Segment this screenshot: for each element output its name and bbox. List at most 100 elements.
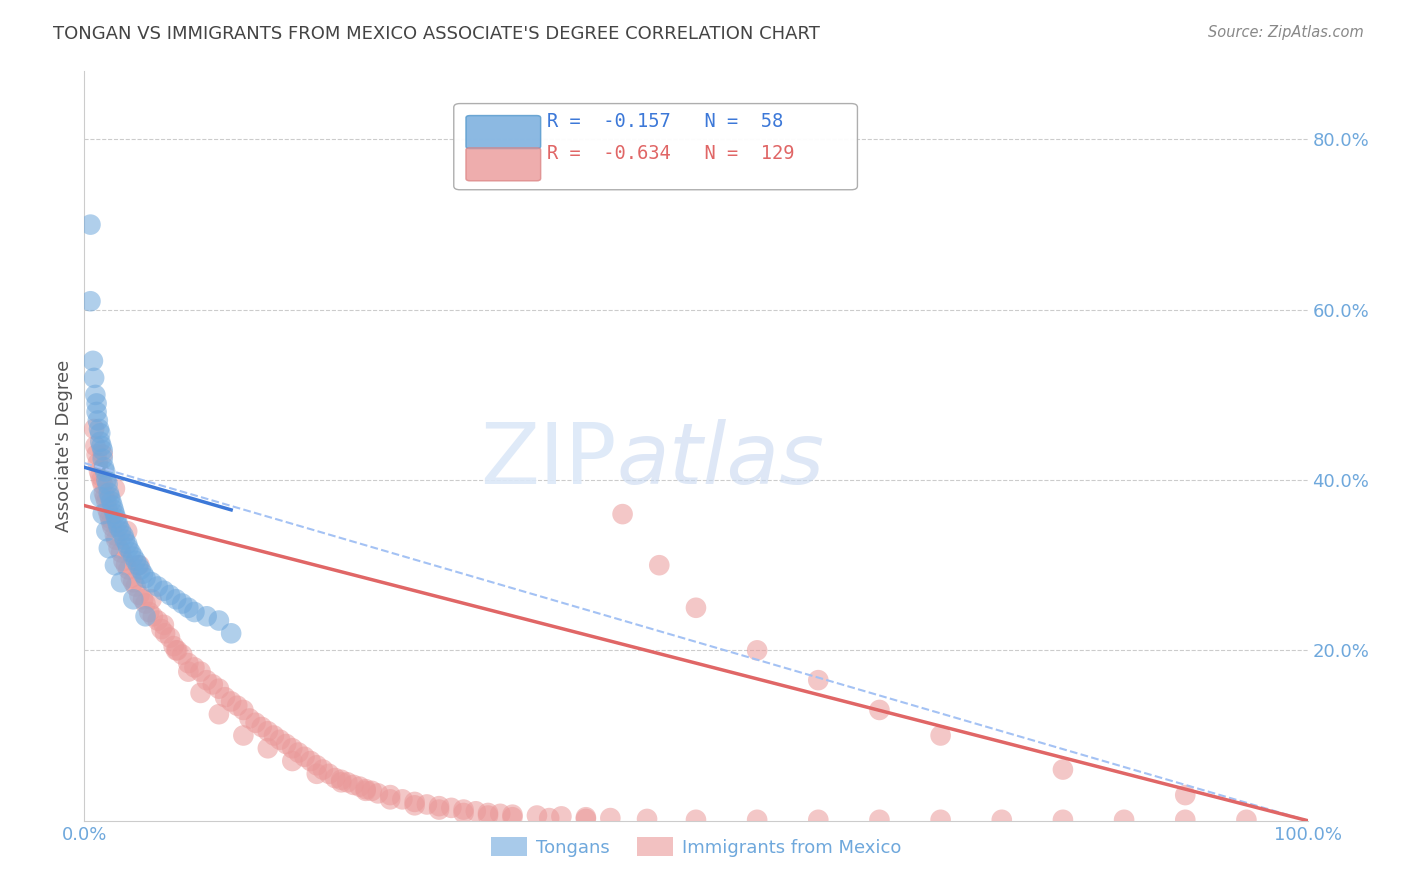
Point bbox=[1174, 788, 1197, 802]
Point bbox=[464, 805, 486, 819]
Point bbox=[257, 741, 280, 756]
Text: atlas: atlas bbox=[616, 419, 824, 502]
Point bbox=[96, 494, 118, 508]
Point bbox=[132, 566, 155, 581]
Point bbox=[380, 788, 402, 802]
Point bbox=[117, 562, 139, 576]
Point bbox=[391, 792, 413, 806]
Point bbox=[83, 371, 105, 385]
Point bbox=[232, 729, 254, 743]
Point bbox=[747, 813, 769, 827]
FancyBboxPatch shape bbox=[465, 116, 541, 149]
Point bbox=[929, 729, 952, 743]
Point bbox=[89, 468, 111, 483]
FancyBboxPatch shape bbox=[454, 103, 858, 190]
Point bbox=[104, 528, 127, 542]
Point bbox=[599, 811, 621, 825]
Legend: Tongans, Immigrants from Mexico: Tongans, Immigrants from Mexico bbox=[484, 830, 908, 864]
Text: TONGAN VS IMMIGRANTS FROM MEXICO ASSOCIATE'S DEGREE CORRELATION CHART: TONGAN VS IMMIGRANTS FROM MEXICO ASSOCIA… bbox=[53, 25, 820, 43]
Point bbox=[550, 809, 572, 823]
Point bbox=[93, 460, 115, 475]
Point bbox=[82, 354, 104, 368]
Point bbox=[84, 388, 107, 402]
Point bbox=[502, 810, 524, 824]
Point bbox=[122, 549, 145, 564]
Point bbox=[90, 473, 112, 487]
Point bbox=[91, 443, 114, 458]
Point bbox=[685, 813, 707, 827]
Point bbox=[90, 439, 112, 453]
Point bbox=[122, 575, 145, 590]
Point bbox=[91, 477, 114, 491]
Point bbox=[105, 533, 128, 547]
Point bbox=[112, 554, 135, 568]
Point bbox=[97, 477, 120, 491]
Text: Source: ZipAtlas.com: Source: ZipAtlas.com bbox=[1208, 25, 1364, 40]
Point bbox=[208, 681, 231, 696]
Point bbox=[477, 808, 499, 822]
Point bbox=[323, 771, 346, 785]
Point bbox=[330, 772, 353, 787]
Point bbox=[87, 456, 110, 470]
Point bbox=[100, 516, 122, 530]
Point bbox=[165, 643, 187, 657]
Point bbox=[250, 720, 273, 734]
Point bbox=[195, 673, 218, 688]
Point bbox=[97, 541, 120, 556]
Point bbox=[104, 558, 127, 573]
Point bbox=[502, 807, 524, 822]
Text: ZIP: ZIP bbox=[479, 419, 616, 502]
Point bbox=[138, 605, 160, 619]
Point bbox=[183, 605, 205, 619]
Point bbox=[104, 507, 127, 521]
Point bbox=[294, 749, 316, 764]
Point bbox=[869, 703, 891, 717]
Point bbox=[807, 813, 830, 827]
Point bbox=[440, 801, 463, 815]
Point bbox=[287, 746, 309, 760]
Point bbox=[114, 533, 136, 547]
Point bbox=[404, 795, 426, 809]
Point bbox=[929, 813, 952, 827]
Point bbox=[107, 541, 129, 556]
Point bbox=[97, 485, 120, 500]
Point bbox=[101, 520, 124, 534]
Point bbox=[79, 294, 101, 309]
Point bbox=[98, 511, 121, 525]
Point bbox=[117, 541, 139, 556]
Point bbox=[177, 665, 200, 679]
Point bbox=[115, 524, 138, 538]
Point bbox=[177, 656, 200, 670]
Point bbox=[226, 698, 249, 713]
Point bbox=[305, 767, 328, 781]
Point bbox=[115, 558, 138, 573]
Point bbox=[208, 707, 231, 722]
Point bbox=[91, 448, 114, 462]
Point bbox=[269, 732, 291, 747]
Point bbox=[89, 434, 111, 449]
Point bbox=[201, 677, 224, 691]
Point bbox=[190, 686, 212, 700]
Point bbox=[112, 528, 135, 542]
Point bbox=[97, 503, 120, 517]
Point bbox=[103, 503, 125, 517]
Point bbox=[83, 422, 105, 436]
Point bbox=[128, 588, 150, 602]
Point bbox=[636, 812, 658, 826]
Point bbox=[299, 754, 322, 768]
FancyBboxPatch shape bbox=[465, 148, 541, 181]
Point bbox=[94, 465, 117, 479]
Point bbox=[153, 626, 176, 640]
Point bbox=[685, 600, 707, 615]
Point bbox=[79, 218, 101, 232]
Point bbox=[404, 798, 426, 813]
Point bbox=[380, 792, 402, 806]
Point bbox=[128, 558, 150, 573]
Point bbox=[257, 724, 280, 739]
Point bbox=[87, 465, 110, 479]
Point bbox=[153, 583, 176, 598]
Point bbox=[281, 741, 304, 756]
Point bbox=[172, 597, 194, 611]
Point bbox=[453, 805, 475, 820]
Point bbox=[232, 703, 254, 717]
